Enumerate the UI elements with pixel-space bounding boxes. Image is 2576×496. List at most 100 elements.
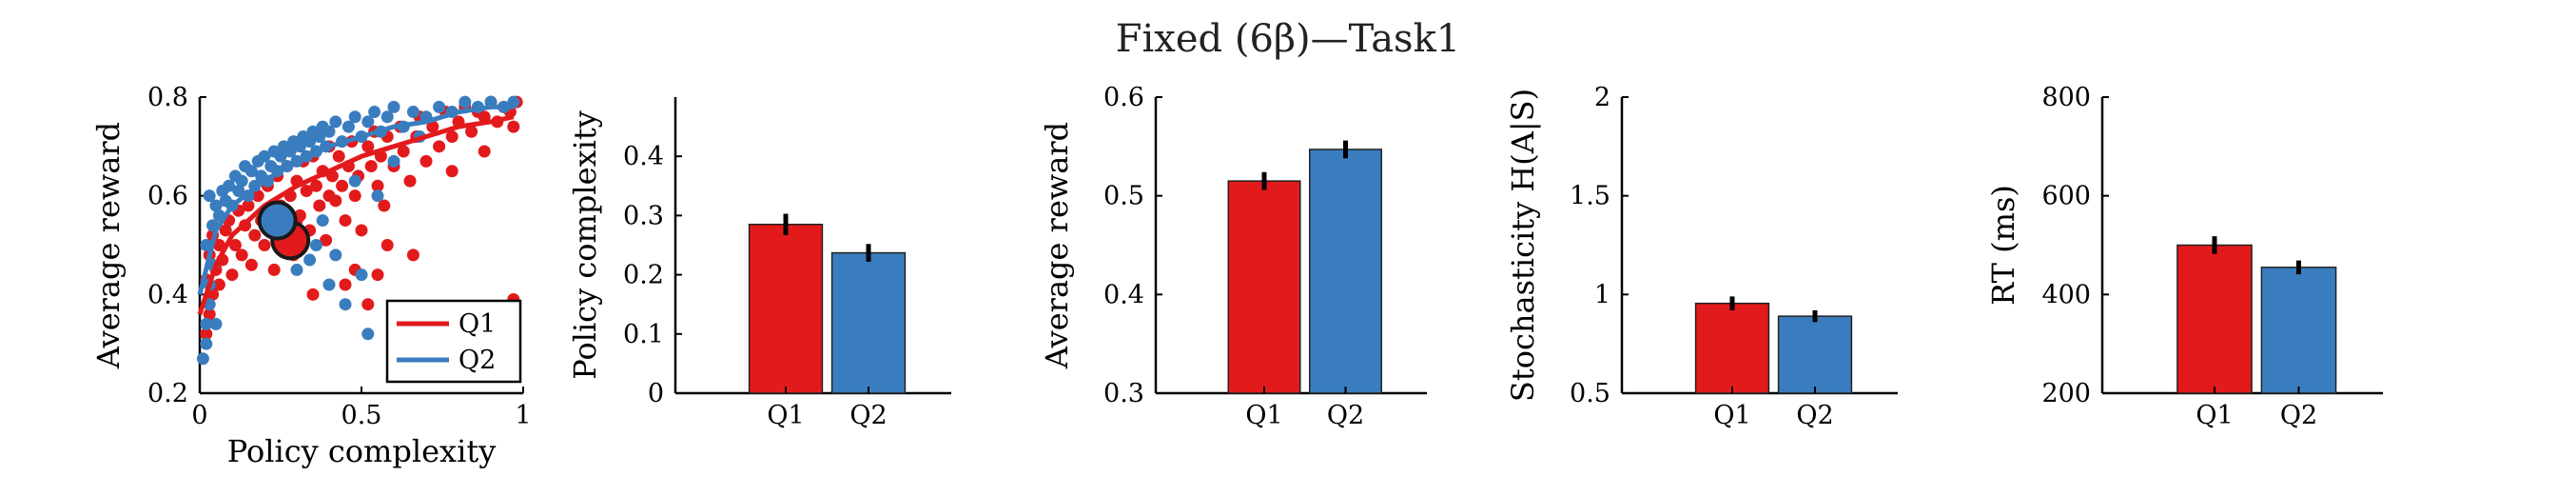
x-tick-label: Q2 bbox=[849, 401, 887, 430]
x-axis-label: Policy complexity bbox=[227, 433, 497, 469]
scatter-point-q2 bbox=[200, 317, 213, 330]
y-tick-label: 2 bbox=[1594, 83, 1610, 112]
bar-q1 bbox=[1227, 180, 1301, 394]
scatter-point-q1 bbox=[371, 268, 384, 282]
bar-q2 bbox=[2260, 267, 2337, 394]
scatter-point-q2 bbox=[274, 149, 287, 163]
x-tick-label: Q1 bbox=[1245, 401, 1282, 430]
scatter-point-q1 bbox=[348, 189, 361, 203]
y-tick-label: 800 bbox=[2041, 83, 2091, 112]
y-tick-label: 0 bbox=[648, 379, 664, 408]
scatter-point-q1 bbox=[364, 160, 378, 173]
y-tick-label: 0.6 bbox=[147, 182, 188, 211]
rt-bar-panel: 200 400 600 800 Q1 Q2 RT (ms) bbox=[1985, 83, 2383, 430]
scatter-point-q1 bbox=[228, 239, 242, 251]
y-tick-label: 0.4 bbox=[147, 280, 188, 309]
x-tick-label: Q2 bbox=[2280, 401, 2317, 430]
scatter-point-q2 bbox=[339, 298, 352, 311]
mean-marker-q2 bbox=[257, 200, 298, 241]
scatter-point-q1 bbox=[336, 179, 349, 192]
scatter-point-q1 bbox=[339, 214, 352, 228]
scatter-point-q1 bbox=[378, 199, 391, 212]
bar-q1 bbox=[2176, 244, 2253, 394]
scatter-point-q1 bbox=[313, 199, 326, 212]
y-axis-label: Stochasticity H(A|S) bbox=[1505, 89, 1541, 402]
scatter-point-q1 bbox=[200, 327, 213, 341]
scatter-point-q1 bbox=[203, 308, 216, 321]
x-tick-label: Q2 bbox=[1796, 401, 1833, 430]
scatter-point-q1 bbox=[507, 120, 520, 133]
scatter-point-q1 bbox=[445, 129, 459, 143]
scatter-point-q1 bbox=[306, 288, 320, 301]
scatter-point-q1 bbox=[445, 165, 459, 178]
y-tick-label: 0.2 bbox=[147, 379, 188, 408]
y-tick-label: 0.8 bbox=[147, 83, 188, 112]
scatter-point-q1 bbox=[403, 174, 417, 188]
x-tick-label: 1 bbox=[515, 401, 531, 430]
bar-q2 bbox=[830, 251, 907, 394]
scatter-point-q1 bbox=[332, 149, 345, 163]
y-tick-label: 400 bbox=[2041, 280, 2091, 309]
scatter-point-q1 bbox=[355, 224, 368, 237]
x-tick-label: Q1 bbox=[767, 401, 804, 430]
legend-label-q2: Q2 bbox=[459, 346, 496, 375]
scatter-point-q2 bbox=[433, 100, 446, 113]
x-tick-label: Q2 bbox=[1327, 401, 1364, 430]
scatter-point-q1 bbox=[258, 239, 271, 251]
bar-q2 bbox=[1777, 315, 1853, 394]
policy-complexity-bar-panel: 0 0.1 0.2 0.3 0.4 Q1 Q2 Policy complexity bbox=[567, 97, 951, 430]
scatter-point-q2 bbox=[322, 125, 336, 138]
scatter-point-q1 bbox=[433, 140, 446, 153]
scatter-point-q1 bbox=[426, 120, 439, 133]
scatter-point-q1 bbox=[381, 239, 394, 251]
scatter-point-q2 bbox=[313, 129, 326, 143]
y-tick-label: 1.5 bbox=[1570, 182, 1610, 211]
scatter-point-q1 bbox=[235, 248, 248, 262]
scatter-point-q1 bbox=[300, 184, 313, 197]
scatter-point-q2 bbox=[316, 214, 329, 228]
y-tick-label: 600 bbox=[2041, 182, 2091, 211]
scatter-point-q1 bbox=[219, 224, 232, 237]
x-tick-label: Q1 bbox=[1713, 401, 1750, 430]
scatter-point-q2 bbox=[342, 120, 355, 133]
scatter-point-q2 bbox=[283, 145, 297, 158]
scatter-point-q2 bbox=[381, 110, 394, 124]
scatter-point-q1 bbox=[212, 239, 225, 251]
x-tick-label: 0.5 bbox=[342, 401, 382, 430]
stochasticity-bar-panel: 0.5 1 1.5 2 Q1 Q2 Stochasticity H(A|S) bbox=[1505, 83, 1898, 430]
y-tick-label: 0.4 bbox=[1103, 280, 1144, 309]
scatter-point-q2 bbox=[387, 100, 400, 113]
average-reward-bar-panel: 0.3 0.4 0.5 0.6 Q1 Q2 Average reward bbox=[1039, 83, 1427, 430]
y-axis-label: Average reward bbox=[1039, 122, 1075, 369]
scatter-point-q2 bbox=[348, 174, 361, 188]
scatter-point-q1 bbox=[267, 263, 281, 276]
scatter-point-q2 bbox=[258, 149, 271, 163]
y-tick-label: 1 bbox=[1594, 280, 1610, 309]
y-tick-label: 0.1 bbox=[623, 320, 664, 349]
scatter-point-q1 bbox=[242, 199, 255, 212]
scatter-point-q2 bbox=[355, 268, 368, 282]
scatter-point-q2 bbox=[329, 248, 342, 262]
scatter-point-q2 bbox=[371, 189, 384, 203]
scatter-point-q2 bbox=[459, 95, 472, 109]
scatter-point-q2 bbox=[361, 115, 375, 129]
scatter-point-q1 bbox=[339, 278, 352, 291]
scatter-point-q2 bbox=[361, 327, 375, 341]
legend-label-q1: Q1 bbox=[459, 309, 496, 339]
scatter-point-q1 bbox=[397, 145, 410, 158]
scatter-point-q2 bbox=[293, 140, 306, 153]
scatter-point-q1 bbox=[322, 189, 336, 203]
scatter-point-q1 bbox=[309, 179, 322, 192]
scatter-point-q1 bbox=[248, 228, 262, 242]
scatter-point-q2 bbox=[290, 263, 303, 276]
scatter-point-q2 bbox=[203, 189, 216, 203]
scatter-point-q2 bbox=[322, 278, 336, 291]
scatter-point-q2 bbox=[303, 253, 317, 267]
scatter-point-q1 bbox=[251, 189, 264, 203]
scatter-point-q2 bbox=[244, 165, 258, 178]
y-tick-label: 0.3 bbox=[623, 201, 664, 230]
scatter-point-q2 bbox=[329, 115, 342, 129]
scatter-panel: 0 0.5 1 0.2 0.4 0.6 0.8 Policy complexity Averag… bbox=[90, 83, 532, 469]
x-tick-label: 0 bbox=[191, 401, 207, 430]
